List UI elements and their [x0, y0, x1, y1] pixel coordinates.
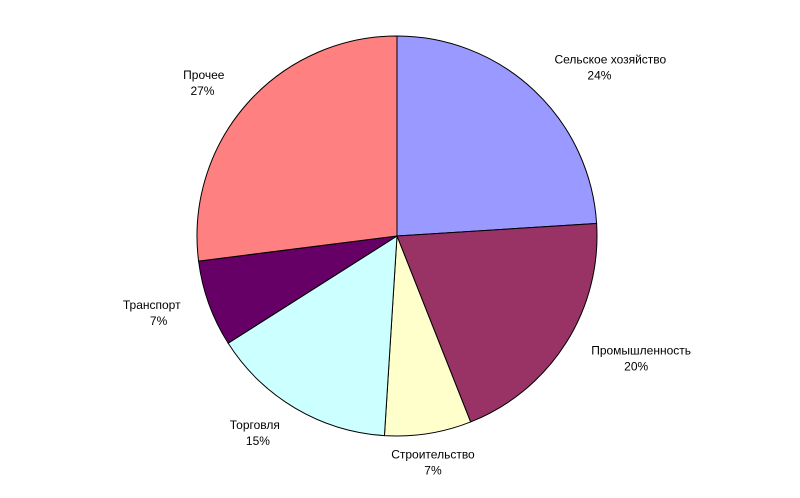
pie-slice [396, 222, 598, 423]
pie-slice [227, 235, 398, 437]
slice-label: Строительство [391, 447, 475, 461]
slice-value-label: 20% [624, 359, 648, 373]
slice-value-label: 7% [424, 463, 442, 477]
slice-value-label: 24% [587, 69, 611, 83]
pie-slice [196, 35, 398, 262]
slice-value-label: 15% [246, 434, 270, 448]
slice-label: Торговля [230, 418, 280, 432]
slice-value-label: 27% [190, 84, 214, 98]
slice-label: Прочее [183, 68, 225, 82]
slice-label: Сельское хозяйство [554, 53, 666, 67]
slice-label: Промышленность [591, 343, 691, 357]
pie-slice [396, 35, 598, 237]
slice-value-label: 7% [150, 314, 168, 328]
slice-label: Транспорт [123, 298, 181, 312]
